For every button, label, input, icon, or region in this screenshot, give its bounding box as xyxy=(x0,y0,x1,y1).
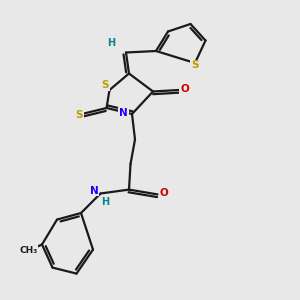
Text: N: N xyxy=(119,107,128,118)
Text: H: H xyxy=(101,197,109,207)
Text: N: N xyxy=(89,185,98,196)
Text: CH₃: CH₃ xyxy=(20,246,38,255)
Text: O: O xyxy=(160,188,169,198)
Text: S: S xyxy=(101,80,109,91)
Text: H: H xyxy=(107,38,115,49)
Text: O: O xyxy=(180,83,189,94)
Text: S: S xyxy=(191,60,199,70)
Text: S: S xyxy=(76,110,83,120)
